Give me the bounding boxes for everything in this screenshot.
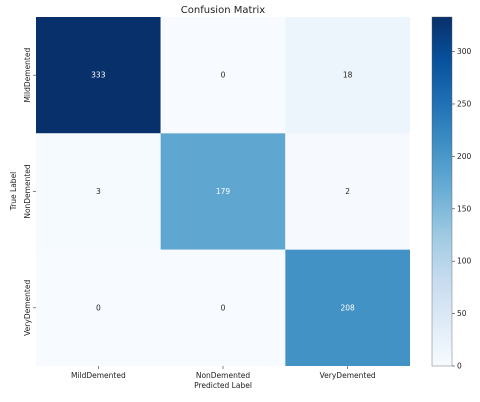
colorbar-tick-label: 200 [457, 152, 472, 161]
cell-value-label: 18 [343, 71, 353, 80]
colorbar-tick-label: 0 [457, 362, 462, 371]
y-tick-label: VeryDemented [23, 280, 32, 336]
y-tick-label: NonDemented [23, 164, 32, 219]
heatmap-cell [285, 133, 410, 250]
heatmap-cell [285, 17, 410, 134]
heatmap-cell [36, 133, 161, 250]
colorbar-ticks: 0 50 100 150 200 250 300 [452, 47, 472, 371]
heatmap-cell [160, 17, 286, 134]
y-axis-label: True Label [9, 172, 18, 212]
colorbar-tick-label: 250 [457, 99, 472, 108]
x-tick-label: MildDemented [71, 371, 126, 380]
heatmap-cell [160, 133, 286, 250]
colorbar-tick-label: 50 [457, 309, 467, 318]
x-tick-labels: MildDemented NonDemented VeryDemented [71, 366, 376, 380]
x-tick-label: VeryDemented [320, 371, 376, 380]
cell-value-label: 2 [345, 187, 350, 196]
x-tick-label: NonDemented [196, 371, 251, 380]
colorbar [431, 16, 453, 367]
cell-value-label: 179 [216, 187, 231, 196]
y-tick-label: MildDemented [23, 48, 32, 103]
cell-value-label: 208 [341, 303, 356, 312]
heatmap-cell [285, 249, 410, 366]
x-axis-label: Predicted Label [194, 381, 252, 390]
heatmap-cells: 333 0 18 3 179 2 0 0 208 [36, 17, 410, 366]
cell-value-label: 0 [221, 71, 226, 80]
cell-value-label: 0 [221, 303, 226, 312]
colorbar-tick-label: 300 [457, 47, 472, 56]
cell-value-label: 0 [96, 303, 101, 312]
colorbar-tick-label: 100 [457, 257, 472, 266]
colorbar-tick-label: 150 [457, 204, 472, 213]
heatmap-cell [36, 249, 161, 366]
cell-value-label: 3 [96, 187, 101, 196]
cell-value-label: 333 [91, 71, 106, 80]
chart-title: Confusion Matrix [181, 5, 265, 16]
heatmap-cell [160, 249, 286, 366]
heatmap-cell [36, 17, 161, 134]
y-tick-labels: MildDemented NonDemented VeryDemented [23, 48, 36, 336]
